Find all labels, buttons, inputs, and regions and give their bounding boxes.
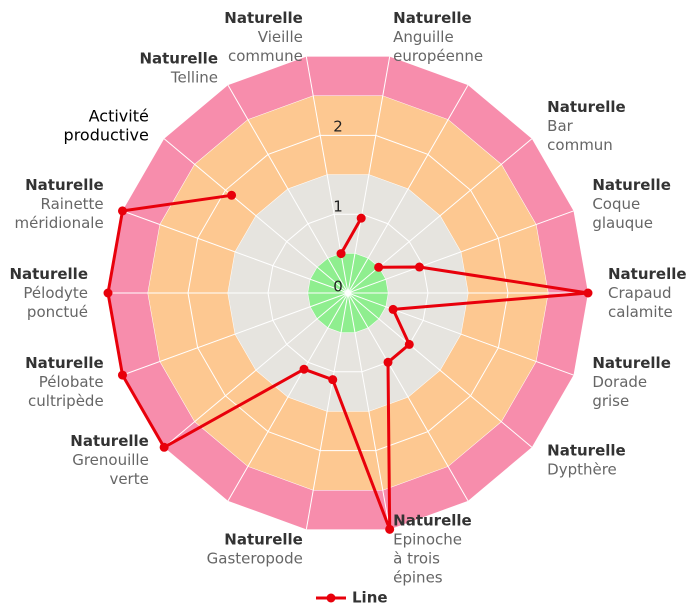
data-point [227, 190, 237, 200]
data-point [117, 206, 127, 216]
category-group: Naturelle [25, 176, 104, 194]
r-tick-label: 2 [333, 118, 343, 136]
category-line: Rainette [40, 195, 103, 213]
spoke [347, 210, 574, 294]
category-label: Naturelle Pélobate cultripède [25, 353, 104, 409]
legend-label: Line [352, 589, 388, 606]
data-point [356, 213, 366, 223]
spoke [347, 56, 391, 294]
category-group: Naturelle [592, 353, 671, 371]
category-line: européenne [393, 46, 483, 64]
spoke [227, 292, 349, 502]
category-label: Naturelle Grenouille verte [70, 432, 149, 488]
category-line: Telline [170, 68, 218, 86]
category-line: à trois [393, 549, 440, 567]
data-point [385, 524, 395, 534]
category-group: Naturelle [224, 530, 303, 548]
category-label: Naturelle Dypthère [547, 441, 626, 478]
legend-marker [326, 593, 336, 603]
spoke [122, 210, 349, 294]
category-line: cultripède [28, 391, 104, 409]
category-label: Naturelle Dorade grise [592, 353, 671, 409]
category-group: Naturelle [393, 511, 472, 529]
data-point [328, 375, 338, 385]
data-point [159, 442, 169, 452]
category-line: ponctué [27, 303, 88, 321]
spoke [305, 292, 349, 530]
category-label: Naturelle Anguille européenne [393, 8, 483, 64]
category-line: Pélodyte [23, 284, 88, 302]
category-line: Pélobate [39, 372, 104, 390]
category-group: Naturelle [608, 265, 687, 283]
series-close [339, 217, 363, 255]
data-point [383, 357, 393, 367]
spoke [163, 292, 349, 448]
category-group: Naturelle [393, 8, 472, 26]
category-line: calamite [608, 303, 673, 321]
spoke [347, 292, 574, 376]
category-line: Bar [547, 116, 573, 134]
category-label: Naturelle Coque glauque [592, 176, 671, 232]
category-group: Naturelle [547, 97, 626, 115]
category-line: grise [592, 391, 629, 409]
category-label: Naturelle Vieille commune [224, 8, 303, 64]
spoke [163, 138, 349, 294]
category-line: Vieille [258, 27, 303, 45]
category-line: Grenouille [72, 451, 149, 469]
data-point [374, 262, 384, 272]
category-line: Dypthère [547, 460, 617, 478]
category-group: Naturelle [224, 8, 303, 26]
category-group: Naturelle [25, 353, 104, 371]
category-line: Coque [592, 195, 640, 213]
category-line: commun [547, 135, 613, 153]
category-label: Naturelle Epinoche à trois épines [393, 511, 472, 586]
category-line: commune [228, 46, 303, 64]
data-point [388, 304, 398, 314]
series-line [106, 193, 590, 531]
category-group: Naturelle [9, 265, 88, 283]
category-label: Naturelle Gasteropode [207, 530, 303, 567]
category-line: Dorade [592, 372, 647, 390]
category-group: Naturelle [592, 176, 671, 194]
data-point [583, 288, 593, 298]
data-point [336, 249, 346, 259]
spoke [122, 292, 349, 376]
category-label: Naturelle Rainette méridionale [15, 176, 104, 232]
category-label: Naturelle Pélodyte ponctué [9, 265, 88, 321]
category-group: Naturelle [547, 441, 626, 459]
category-label: Activité productive [64, 106, 149, 144]
data-point [299, 364, 309, 374]
category-label: Naturelle Telline [139, 49, 218, 86]
category-line: Anguille [393, 27, 454, 45]
category-label: Naturelle Bar commun [547, 97, 626, 153]
category-line: Crapaud [608, 284, 672, 302]
data-point [404, 339, 414, 349]
spoke [347, 292, 533, 448]
r-tick-label: 0 [333, 278, 343, 296]
r-tick-label: 1 [333, 198, 343, 216]
category-group: Naturelle [70, 432, 149, 450]
spoke [227, 84, 349, 294]
category-line: productive [64, 125, 149, 144]
category-line: verte [109, 470, 148, 488]
data-point [117, 370, 127, 380]
spoke [347, 84, 469, 294]
category-line: méridionale [15, 214, 104, 232]
category-group: Naturelle [139, 49, 218, 67]
category-line: Epinoche [393, 530, 462, 548]
spoke [347, 292, 469, 502]
data-point [103, 288, 113, 298]
category-line: épines [393, 568, 443, 586]
spoke [347, 292, 391, 530]
category-line: glauque [592, 214, 653, 232]
data-point [414, 262, 424, 272]
category-label: Naturelle Crapaud calamite [608, 265, 687, 321]
category-line: Activité [89, 106, 149, 125]
category-line: Gasteropode [207, 549, 303, 567]
